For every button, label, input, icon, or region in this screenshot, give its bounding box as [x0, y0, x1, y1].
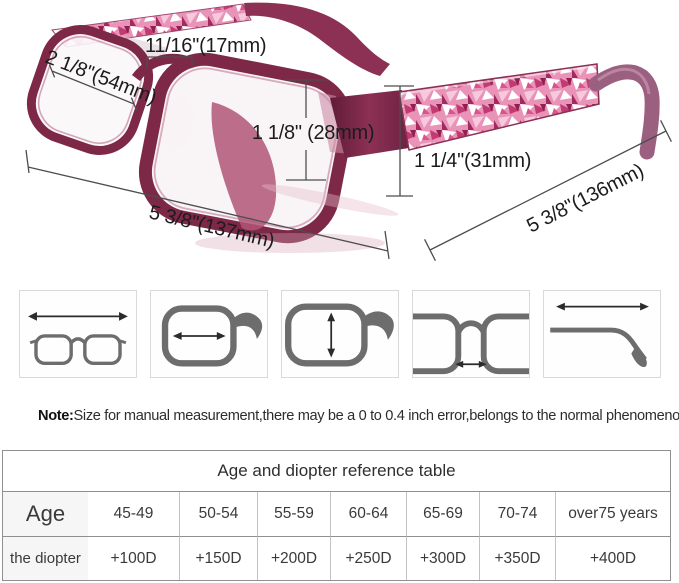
- lens-width-diagram: [150, 290, 268, 378]
- table-cell: +250D: [330, 537, 406, 580]
- hinge-block: [330, 90, 409, 158]
- table-title: Age and diopter reference table: [3, 451, 670, 492]
- table-cell: 60-64: [330, 492, 406, 537]
- lens-height-dim-line: [286, 79, 326, 181]
- frame-width-diagram: [19, 290, 137, 378]
- reflection-2: [261, 184, 399, 216]
- note-text: Size for manual measurement,there may be…: [73, 408, 679, 424]
- reflection: [195, 233, 385, 253]
- table-cell: 45-49: [88, 492, 179, 537]
- table-cell: +400D: [555, 537, 670, 580]
- frame-height-dim-line: [384, 85, 414, 197]
- lens-height-dim-label: 1 1/8'' (28mm): [252, 122, 374, 144]
- frame-height-dim-label: 1 1/4''(31mm): [414, 150, 531, 172]
- ear-hook: [588, 64, 660, 160]
- table-cell: 70-74: [479, 492, 555, 537]
- through-lens-shadow: [211, 102, 277, 231]
- lens-height-diagram: [281, 290, 399, 378]
- diopter-reference-table: Age and diopter reference table Age 45-4…: [2, 450, 671, 581]
- table-cell: 55-59: [257, 492, 330, 537]
- frame-width-icon: [28, 312, 128, 366]
- note-label: Note:: [38, 408, 74, 424]
- table-cell: 65-69: [406, 492, 479, 537]
- table-row-header-diopter: the diopter: [3, 537, 88, 580]
- table-cell: +100D: [110, 549, 157, 567]
- table-cell: +200D: [257, 537, 330, 580]
- frame-width-dim-line: [25, 149, 390, 260]
- glasses-photo: 11/16''(17mm) 2 1/8''(54mm) 1 1/8'' (28m…: [25, 2, 672, 261]
- table-cell: +300D: [406, 537, 479, 580]
- lens-height-icon: [285, 303, 394, 367]
- lens-width-dim-line: [48, 64, 138, 111]
- temple-length-diagram: [543, 290, 661, 378]
- near-temple: [398, 63, 660, 160]
- measurement-icons-row: [19, 290, 661, 378]
- table-cell: over75 years: [555, 492, 670, 537]
- measurement-note: Note:Size for manual measurement,there m…: [38, 408, 679, 424]
- temple-length-dim-line: [424, 120, 672, 261]
- temple-length-icon: [550, 302, 649, 368]
- bridge-dim-line: [146, 56, 193, 69]
- table-row-header-age: Age: [3, 492, 88, 537]
- table-cell: +350D: [479, 537, 555, 580]
- bridge-dim-label: 11/16''(17mm): [145, 35, 266, 57]
- bridge-width-icon: [413, 313, 529, 375]
- table-cell: 50-54: [179, 492, 257, 537]
- left-lens: [26, 25, 154, 155]
- table-cell: +150D: [179, 537, 257, 580]
- lens-width-icon: [161, 305, 263, 367]
- bridge-width-diagram: [412, 290, 530, 378]
